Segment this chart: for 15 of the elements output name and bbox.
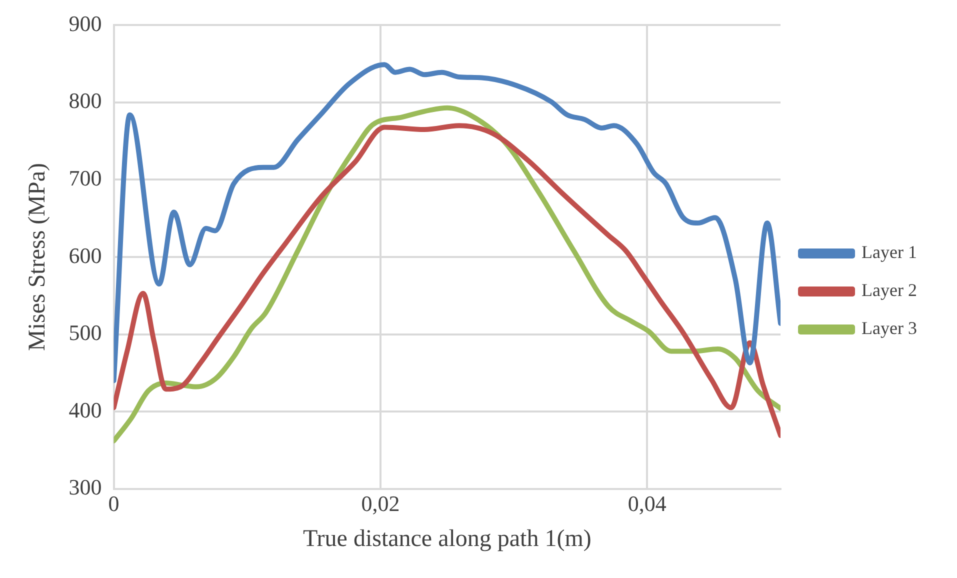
legend-label: Layer 3 <box>862 318 917 338</box>
y-tick-label: 400 <box>68 397 102 422</box>
y-tick-label: 600 <box>68 242 102 268</box>
x-tick-label: 0,04 <box>628 490 666 516</box>
x-tick-label: 0 <box>108 490 120 516</box>
x-tick-label: 0,02 <box>361 490 400 516</box>
y-tick-label: 500 <box>68 320 102 346</box>
y-tick-label: 900 <box>68 10 102 36</box>
y-axis-title: Mises Stress (MPa) <box>24 162 51 352</box>
y-tick-label: 800 <box>68 88 102 114</box>
legend-label: Layer 1 <box>862 242 917 262</box>
x-axis-title: True distance along path 1(m) <box>302 526 592 552</box>
legend-label: Layer 2 <box>862 280 917 300</box>
y-tick-label: 300 <box>68 474 102 500</box>
y-tick-label: 700 <box>68 166 102 191</box>
